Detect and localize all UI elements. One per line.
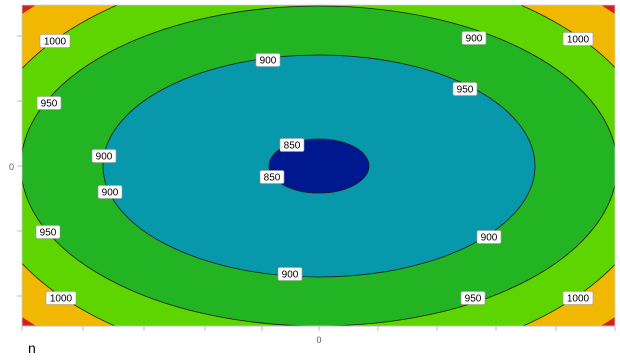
max-corner-top-left bbox=[22, 5, 36, 14]
y-tick-label: 0 bbox=[9, 162, 14, 172]
contour-label-900: 900 bbox=[476, 230, 502, 244]
contour-label-text: 850 bbox=[264, 173, 281, 184]
contour-label-text: 900 bbox=[260, 56, 277, 67]
region-below-850 bbox=[268, 138, 370, 194]
contour-label-950: 950 bbox=[35, 225, 61, 239]
contour-label-900: 900 bbox=[255, 53, 281, 67]
contour-label-900: 900 bbox=[91, 149, 117, 163]
contour-label-text: 900 bbox=[96, 152, 113, 163]
contour-label-850: 850 bbox=[259, 170, 285, 184]
contour-label-text: 1000 bbox=[567, 35, 590, 46]
x-axis-ticks bbox=[21, 326, 616, 331]
contour-label-text: 1000 bbox=[44, 37, 67, 48]
contour-label-850: 850 bbox=[279, 138, 305, 152]
contour-label-1000: 1000 bbox=[39, 34, 71, 48]
contour-label-text: 950 bbox=[40, 228, 57, 239]
contour-label-900: 900 bbox=[461, 31, 487, 45]
contour-label-text: 900 bbox=[481, 233, 498, 244]
contour-label-1000: 1000 bbox=[562, 291, 594, 305]
x-tick-label: 0 bbox=[316, 335, 321, 345]
contour-label-text: 950 bbox=[41, 99, 58, 110]
contour-label-1000: 1000 bbox=[45, 291, 77, 305]
contour-label-950: 950 bbox=[36, 96, 62, 110]
contour-label-text: 850 bbox=[284, 141, 301, 152]
contour-label-1000: 1000 bbox=[562, 32, 594, 46]
contour-label-950: 950 bbox=[452, 82, 478, 96]
max-corner-bottom-right bbox=[601, 317, 615, 326]
contour-label-900: 900 bbox=[97, 185, 123, 199]
contour-label-950: 950 bbox=[460, 291, 486, 305]
y-axis-ticks bbox=[17, 35, 22, 297]
contour-label-text: 1000 bbox=[50, 294, 73, 305]
contour-label-text: 900 bbox=[466, 34, 483, 45]
contour-label-text: 900 bbox=[282, 270, 299, 281]
contour-label-text: 900 bbox=[102, 188, 119, 199]
contour-label-900: 900 bbox=[277, 267, 303, 281]
corner-label: n bbox=[28, 340, 36, 356]
max-corner-top-right bbox=[601, 5, 615, 14]
contour-label-text: 950 bbox=[457, 85, 474, 96]
contour-label-text: 1000 bbox=[567, 294, 590, 305]
contour-label-text: 950 bbox=[465, 294, 482, 305]
max-corner-bottom-left bbox=[22, 317, 36, 326]
contour-labels: 1000 950 1000 900 900 950 900 850 850 900 950 900 90… bbox=[35, 31, 594, 305]
